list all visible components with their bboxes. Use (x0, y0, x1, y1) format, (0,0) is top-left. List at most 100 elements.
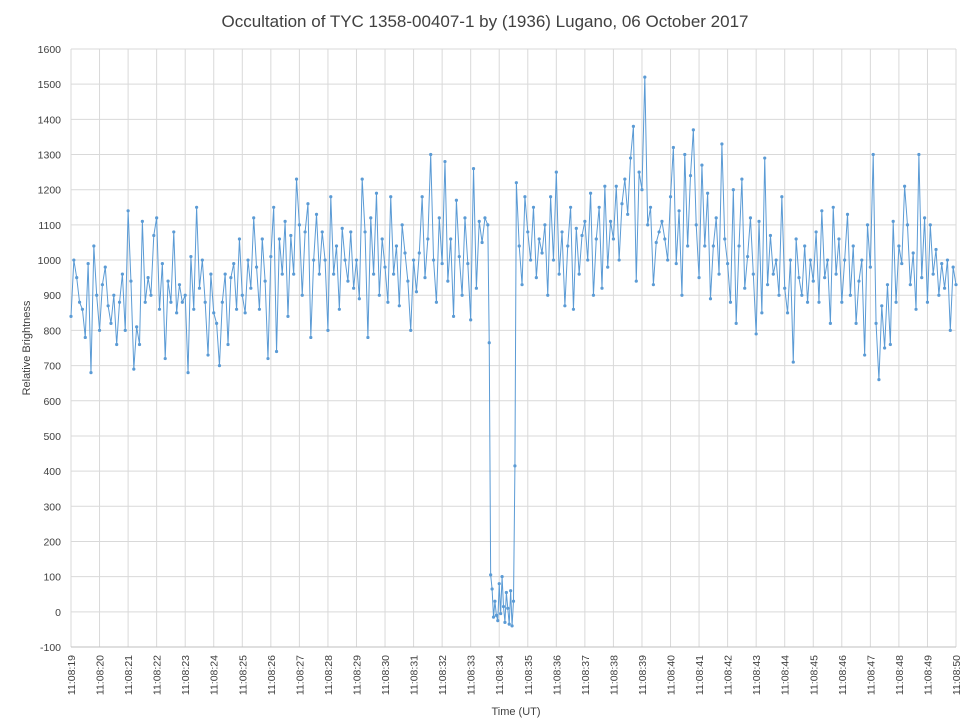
data-point (874, 321, 878, 325)
data-point (229, 276, 233, 280)
data-point (700, 163, 704, 167)
data-point (309, 335, 313, 340)
data-point (905, 223, 910, 227)
data-point (923, 216, 927, 220)
data-point (323, 258, 327, 262)
data-point (814, 230, 818, 234)
data-point (714, 216, 718, 220)
data-point (940, 261, 944, 266)
data-point (337, 307, 341, 311)
x-tick-label: 11:08:34 (494, 655, 506, 695)
data-point (483, 216, 487, 220)
data-point (503, 620, 507, 624)
y-tick-label: 900 (43, 290, 61, 302)
data-point (746, 254, 750, 259)
x-tick-label: 11:08:32 (437, 655, 449, 695)
data-point (840, 300, 844, 304)
data-point (501, 604, 506, 609)
data-point (490, 587, 494, 591)
data-point (186, 371, 190, 375)
data-point (634, 279, 638, 283)
data-point (169, 300, 173, 304)
data-point (563, 304, 567, 308)
data-point (668, 195, 673, 199)
data-point (811, 279, 815, 283)
data-point (155, 216, 159, 220)
data-point (460, 293, 464, 297)
data-point (386, 300, 390, 304)
data-point (411, 258, 416, 262)
data-point (574, 226, 578, 230)
data-point (703, 244, 707, 248)
data-point (571, 307, 576, 311)
data-point (429, 152, 433, 157)
data-point (591, 293, 596, 297)
y-tick-label: -100 (40, 642, 61, 654)
data-point (329, 195, 333, 199)
data-point (726, 261, 730, 266)
data-point (671, 145, 675, 150)
data-point (280, 272, 284, 276)
data-point (272, 205, 276, 209)
data-point (443, 159, 447, 164)
data-point (252, 216, 256, 220)
data-point (363, 230, 367, 234)
data-point (177, 283, 182, 287)
data-point (557, 272, 561, 276)
data-point (885, 283, 890, 287)
x-tick-label: 11:08:24 (209, 655, 221, 695)
data-point (129, 279, 133, 283)
data-point (680, 293, 684, 297)
data-point (209, 272, 213, 276)
data-point (783, 286, 787, 290)
x-tick-label: 11:08:40 (666, 655, 678, 695)
data-point (606, 265, 610, 269)
data-point (306, 202, 310, 206)
data-point (451, 314, 456, 318)
data-point (566, 244, 570, 248)
data-point (232, 261, 236, 266)
data-point (69, 314, 73, 318)
data-point (848, 293, 852, 297)
x-tick-label: 11:08:23 (180, 655, 192, 695)
data-point (143, 300, 147, 304)
data-point (942, 286, 947, 290)
data-point (163, 356, 167, 361)
data-point (200, 258, 204, 262)
x-tick-label: 11:08:26 (266, 655, 278, 695)
data-point (554, 170, 558, 174)
x-tick-label: 11:08:25 (237, 655, 249, 695)
data-point (269, 254, 273, 259)
data-point (706, 191, 710, 195)
data-point (389, 195, 393, 199)
data-point (513, 464, 517, 468)
data-point (751, 272, 755, 276)
data-point (292, 272, 296, 276)
data-point (172, 230, 176, 234)
y-tick-label: 400 (43, 466, 61, 478)
y-tick-label: 1500 (38, 79, 62, 91)
data-point (928, 223, 932, 227)
data-point (908, 283, 912, 287)
x-tick-label: 11:08:50 (951, 655, 963, 695)
data-point (203, 300, 207, 304)
data-point (854, 321, 858, 325)
data-point (352, 286, 356, 290)
data-point (457, 254, 461, 259)
x-tick-label: 11:08:28 (323, 655, 335, 695)
data-point (431, 258, 436, 262)
data-point (240, 293, 244, 297)
data-point (520, 283, 524, 287)
data-point (103, 265, 107, 269)
data-point (760, 311, 764, 315)
x-tick-label: 11:08:21 (123, 655, 135, 695)
data-point (737, 244, 741, 248)
x-tick-label: 11:08:42 (723, 655, 735, 695)
data-point (463, 216, 467, 220)
data-point (446, 279, 450, 283)
data-point (75, 276, 79, 280)
data-point (140, 219, 144, 223)
x-tick-label: 11:08:43 (751, 655, 763, 695)
data-point (400, 223, 404, 227)
data-point (97, 328, 102, 333)
